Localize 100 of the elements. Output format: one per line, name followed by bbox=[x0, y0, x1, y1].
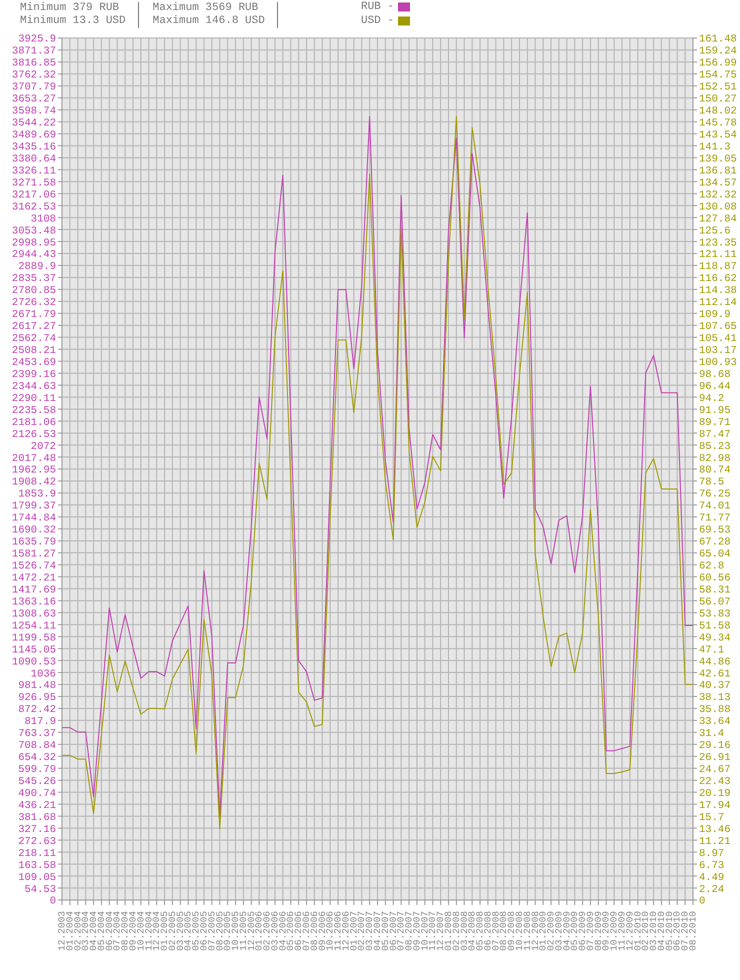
y-tick-label: 3707.79 bbox=[12, 82, 56, 94]
y2-tick-label: 112.14 bbox=[699, 297, 737, 310]
y2-tick-label: 96.44 bbox=[699, 380, 731, 393]
y2-tick-label: 150.27 bbox=[699, 94, 737, 106]
y-tick-label: 1799.37 bbox=[12, 500, 56, 513]
y-tick-label: 218.11 bbox=[18, 848, 56, 860]
y-tick-label: 2780.85 bbox=[12, 285, 56, 298]
y-tick-label: 3598.74 bbox=[12, 106, 56, 118]
y2-tick-label: 121.11 bbox=[699, 249, 737, 262]
x-tick-label: 11.2005 bbox=[238, 910, 249, 951]
y2-tick-label: 53.83 bbox=[699, 608, 731, 620]
y-tick-label: 817.9 bbox=[24, 716, 56, 728]
y-tick-label: 2017.48 bbox=[12, 452, 56, 465]
y2-tick-label: 26.91 bbox=[699, 752, 731, 764]
y-tick-label: 2181.06 bbox=[12, 416, 56, 429]
y-tick-label: 3653.27 bbox=[12, 94, 56, 106]
y2-tick-label: 17.94 bbox=[699, 800, 731, 812]
y2-tick-label: 127.84 bbox=[699, 213, 737, 226]
y-tick-label: 2671.79 bbox=[12, 309, 56, 322]
y-tick-label: 1690.32 bbox=[12, 524, 56, 537]
y2-tick-label: 139.05 bbox=[699, 153, 737, 166]
y-tick-label: 3435.16 bbox=[12, 141, 56, 154]
y2-tick-label: 141.3 bbox=[699, 141, 731, 154]
y-tick-label: 163.58 bbox=[18, 860, 56, 872]
x-tick-label: 07.2009 bbox=[584, 910, 596, 951]
y-tick-label: 2126.53 bbox=[12, 428, 56, 441]
y2-tick-label: 148.02 bbox=[699, 106, 737, 118]
y-tick-label: 3816.85 bbox=[12, 58, 56, 70]
x-tick-label: 08.2006 bbox=[308, 910, 320, 951]
y-tick-label: 3762.32 bbox=[12, 70, 56, 82]
y-tick-label: 3271.58 bbox=[12, 177, 56, 190]
y-tick-label: 1908.42 bbox=[12, 476, 56, 489]
y2-tick-label: 35.88 bbox=[699, 704, 731, 716]
y-tick-label: 3544.22 bbox=[12, 118, 56, 130]
y-tick-label: 3871.37 bbox=[12, 46, 56, 58]
y-tick-label: 1036 bbox=[30, 668, 56, 680]
y2-tick-label: 98.68 bbox=[699, 368, 731, 381]
text: Minimum 379 RUB bbox=[20, 2, 120, 15]
y-tick-label: 490.74 bbox=[18, 788, 56, 800]
y2-tick-label: 8.97 bbox=[699, 848, 724, 860]
y2-tick-label: 11.21 bbox=[699, 836, 731, 848]
y2-tick-label: 58.31 bbox=[699, 584, 731, 596]
y2-tick-label: 78.5 bbox=[699, 476, 724, 489]
y-tick-label: 1199.58 bbox=[12, 632, 56, 644]
y2-tick-label: 85.23 bbox=[699, 440, 731, 453]
y-tick-label: 545.26 bbox=[18, 776, 56, 788]
y2-tick-label: 76.25 bbox=[699, 488, 731, 501]
y-tick-label: 2889.9 bbox=[18, 261, 56, 274]
y-tick-label: 2453.69 bbox=[12, 356, 56, 369]
y2-tick-label: 42.61 bbox=[699, 668, 731, 680]
y2-tick-label: 38.13 bbox=[699, 692, 731, 704]
y2-tick-label: 159.24 bbox=[699, 46, 737, 58]
y-tick-label: 109.05 bbox=[18, 872, 56, 884]
x-tick-label: 12.2009 bbox=[624, 910, 636, 951]
y-tick-label: 1853.9 bbox=[18, 488, 56, 501]
y2-tick-label: 24.67 bbox=[699, 764, 731, 776]
y-tick-label: 2344.63 bbox=[12, 380, 56, 393]
y-tick-label: 2508.21 bbox=[12, 345, 56, 358]
y-tick-label: 2944.43 bbox=[12, 249, 56, 262]
y2-tick-label: 71.77 bbox=[699, 512, 731, 525]
y2-tick-label: 15.7 bbox=[699, 812, 724, 824]
y2-tick-label: 80.74 bbox=[699, 464, 731, 477]
y-tick-label: 1308.63 bbox=[12, 608, 56, 620]
x-tick-label: 03.2006 bbox=[269, 910, 280, 951]
y-tick-label: 436.21 bbox=[18, 800, 56, 812]
y-tick-label: 1363.16 bbox=[12, 596, 56, 608]
y-tick-label: 2617.27 bbox=[12, 321, 56, 334]
y2-tick-label: 6.73 bbox=[699, 860, 724, 872]
y-tick-label: 1417.69 bbox=[12, 584, 56, 596]
y2-tick-label: 154.75 bbox=[699, 70, 737, 82]
y-tick-label: 708.84 bbox=[18, 740, 56, 752]
y2-tick-label: 65.04 bbox=[699, 548, 731, 561]
y-tick-label: 381.68 bbox=[18, 812, 56, 824]
y-tick-label: 54.53 bbox=[24, 884, 56, 896]
text: Maximum 3569 RUB bbox=[152, 2, 260, 15]
legend-label: RUB - bbox=[360, 1, 394, 13]
y2-tick-label: 109.9 bbox=[699, 309, 731, 322]
y-tick-label: 1635.79 bbox=[12, 536, 56, 549]
y-tick-label: 327.16 bbox=[18, 824, 56, 836]
y-tick-label: 1962.95 bbox=[12, 464, 56, 477]
y2-tick-label: 105.41 bbox=[699, 333, 737, 346]
y2-tick-label: 67.28 bbox=[699, 536, 731, 549]
y-tick-label: 763.37 bbox=[18, 728, 56, 740]
y-tick-label: 981.48 bbox=[18, 680, 56, 692]
y2-tick-label: 134.57 bbox=[699, 177, 737, 190]
y-tick-label: 3326.11 bbox=[12, 165, 56, 178]
x-tick-label: 09.2007 bbox=[411, 911, 422, 951]
y2-tick-label: 0 bbox=[699, 896, 706, 908]
y2-tick-label: 114.38 bbox=[699, 285, 737, 298]
y2-tick-label: 60.56 bbox=[699, 572, 731, 584]
y-tick-label: 3489.69 bbox=[12, 130, 56, 142]
y2-tick-label: 145.78 bbox=[699, 118, 737, 130]
y2-tick-label: 82.98 bbox=[699, 452, 731, 465]
y2-tick-label: 74.01 bbox=[699, 500, 731, 513]
y2-tick-label: 69.53 bbox=[699, 524, 731, 537]
y2-tick-label: 132.32 bbox=[699, 189, 737, 202]
y-tick-label: 2399.16 bbox=[12, 368, 56, 381]
y2-tick-label: 31.4 bbox=[699, 728, 724, 740]
y-tick-label: 0 bbox=[50, 896, 56, 908]
y2-tick-label: 125.6 bbox=[699, 225, 731, 238]
